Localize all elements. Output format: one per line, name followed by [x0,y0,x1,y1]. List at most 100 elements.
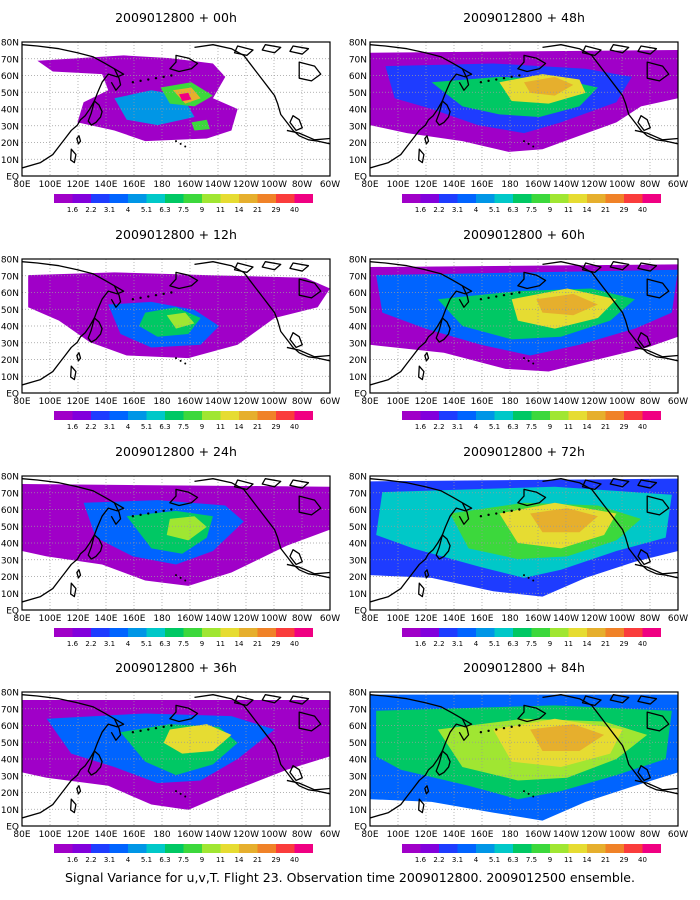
panel-title: 2009012800 + 60h [463,227,585,242]
latitude-label: 80N [349,39,367,49]
aleutian-island [154,76,158,80]
colorbar-swatch [457,628,476,637]
colorbar-label: 3.1 [104,206,115,214]
colorbar-swatch [568,844,587,853]
colorbar-swatch [276,628,295,637]
colorbar-label: 9 [200,856,204,864]
latitude-label: 50N [349,306,367,316]
colorbar-swatch [550,194,569,203]
colorbar-swatch [146,194,165,203]
colorbar-swatch [146,411,165,420]
colorbar-swatch [531,628,550,637]
florida-coastline [637,332,651,349]
colorbar-label: 14 [583,640,592,648]
longitude-label: 80E [361,397,378,407]
colorbar-swatch [402,411,421,420]
colorbar-swatch [239,844,258,853]
colorbar-label: 40 [638,640,647,648]
aleutian-island [479,731,483,734]
map-frame [369,475,679,611]
latitude-label: 10N [1,590,19,600]
map-body [370,42,678,176]
colorbar-swatch [54,194,73,203]
longitude-label: 140W [205,180,231,190]
longitude-label: 80W [640,614,660,624]
colorbar-label: 5.1 [489,206,500,214]
longitude-label: 140E [95,180,118,190]
latitude-label: 30N [349,339,367,349]
colorbar: 1.6 2.2 3.1 4 5.1 6.3 7.5 9 11 14 21 29 40 [54,844,313,864]
panel-title: 2009012800 + 24h [115,444,237,459]
colorbar: 1.6 2.2 3.1 4 5.1 6.3 7.5 9 11 14 21 29 40 [402,844,661,864]
colorbar-label: 6.3 [159,640,170,648]
latitude-label: 60N [1,72,19,82]
map-panel-24h: 2009012800 + 24h EQ 10N 20N 30N 40N 50N 60N 70N 8… [1,444,340,648]
hudson-bay [646,278,670,299]
latitude-label: 40N [1,106,19,116]
colorbar-label: 21 [253,856,262,864]
longitude-label: 60W [320,397,340,407]
colorbar-label: 7.5 [178,423,189,431]
map-body [370,692,678,826]
variance-field [166,312,195,329]
longitude-label: 160E [471,830,494,840]
aleutian-island [131,515,135,518]
colorbar-label: 2.2 [85,423,96,431]
colorbar-swatch [642,628,661,637]
colorbar-label: 11 [216,206,225,214]
aleutian-island [495,78,498,81]
colorbar-label: 7.5 [178,856,189,864]
taiwan-coastline [424,569,430,579]
hawaii-island [184,362,187,365]
latitude-label: 20N [349,573,367,583]
colorbar-label: 9 [200,640,204,648]
colorbar-swatch [54,411,73,420]
coastlines [370,261,678,386]
colorbar-label: 5.1 [141,640,152,648]
arctic-island [261,694,282,704]
colorbar-swatch [531,411,550,420]
colorbar-swatch [605,628,624,637]
latitude-label: 30N [1,122,19,132]
coastlines [22,694,330,819]
latitude-label: EQ [6,390,19,400]
longitude-label: 80E [361,180,378,190]
colorbar-swatch [257,194,276,203]
arctic-island [581,45,602,57]
colorbar-swatch [420,194,439,203]
map-panel-84h: 2009012800 + 84h EQ 10N 20N 30N 40N 50N 60N 70N 8… [349,660,688,864]
aleutian-island [479,81,483,84]
longitude-label: 100E [387,397,410,407]
longitude-label: 180 [153,830,170,840]
kamchatka-coastline [110,285,122,308]
latitude-label: 30N [349,556,367,566]
latitude-label: 70N [349,489,367,499]
longitude-label: 100W [609,614,635,624]
hawaii-island [532,145,535,148]
longitude-label: 140W [553,830,579,840]
colorbar-swatch [605,194,624,203]
colorbar-label: 1.6 [415,640,427,648]
map-body [370,476,678,610]
longitude-label: 140E [443,180,466,190]
colorbar-label: 7.5 [526,206,537,214]
florida-coastline [637,765,651,782]
colorbar-label: 3.1 [452,423,463,431]
colorbar-swatch [513,628,532,637]
longitude-label: 100W [609,180,635,190]
arctic-island [233,695,254,707]
alaska-coastline [169,488,199,507]
colorbar-swatch [202,628,221,637]
longitude-label: 120E [415,180,438,190]
longitude-label: 160E [471,180,494,190]
longitude-label: 140E [95,614,118,624]
longitude-label: 100W [261,180,287,190]
colorbar-label: 21 [601,206,610,214]
longitude-label: 140W [553,180,579,190]
colorbar-swatch [402,628,421,637]
lat-lon-grid [22,259,330,393]
colorbar-swatch [605,844,624,853]
coastlines [370,478,678,603]
longitude-label: 60W [668,397,688,407]
